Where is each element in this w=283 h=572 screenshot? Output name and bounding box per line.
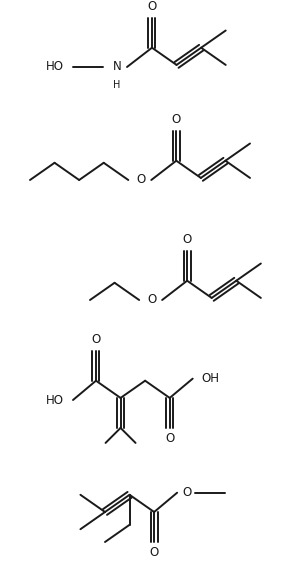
Text: O: O <box>147 293 157 307</box>
Text: O: O <box>183 486 192 499</box>
Text: OH: OH <box>202 372 220 385</box>
Text: O: O <box>147 0 156 13</box>
Text: N: N <box>113 61 121 73</box>
Text: H: H <box>113 80 121 90</box>
Text: O: O <box>91 333 100 346</box>
Text: O: O <box>137 173 146 186</box>
Text: O: O <box>183 233 192 246</box>
Text: HO: HO <box>46 61 64 73</box>
Text: O: O <box>149 546 159 559</box>
Text: HO: HO <box>46 394 64 407</box>
Text: O: O <box>172 113 181 126</box>
Text: O: O <box>165 432 174 446</box>
